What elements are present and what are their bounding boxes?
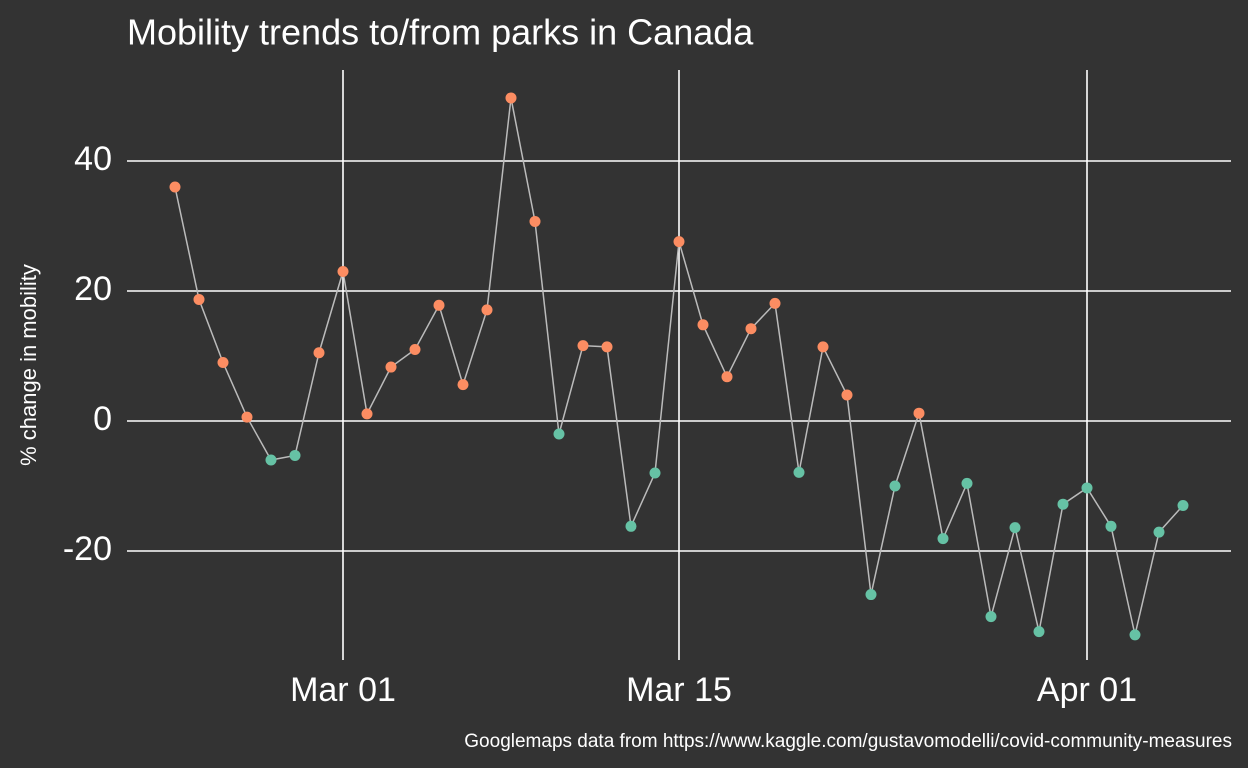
data-point [1177,500,1189,511]
data-point [817,341,829,353]
x-tick-label: Apr 01 [1037,671,1137,709]
y-axis-label: % change in mobility [16,264,41,466]
data-point [937,533,949,545]
data-point [649,467,661,479]
data-point [601,341,613,353]
data-point [313,347,325,359]
data-point [625,520,637,532]
data-point [721,371,733,383]
data-point [985,611,997,623]
data-point [1009,522,1021,534]
caption: Googlemaps data from https://www.kaggle.… [464,731,1232,752]
y-tick-label: 20 [74,270,112,308]
data-point [793,466,805,478]
data-point [385,361,397,373]
y-tick-label: -20 [63,530,112,568]
data-point [865,589,877,601]
data-point [361,408,373,420]
data-point [169,181,181,193]
data-point [769,297,781,309]
data-point [697,319,709,331]
data-point [217,357,229,368]
data-point [745,323,757,335]
data-point [505,92,517,104]
data-point [241,411,253,423]
data-point [577,340,589,352]
data-point [961,477,973,489]
data-point [337,266,349,277]
data-point [1105,520,1117,532]
x-tick-label: Mar 01 [290,671,396,709]
y-tick-label: 0 [93,400,112,438]
data-point [673,236,685,248]
data-point [1057,498,1069,510]
x-tick-label: Mar 15 [626,671,732,709]
data-point [193,293,205,305]
data-point [481,304,493,316]
data-point [1129,629,1141,641]
data-point [889,480,901,492]
data-point [1153,526,1165,538]
data-point [265,454,277,466]
data-point [433,299,445,311]
data-point [529,215,541,227]
y-tick-label: 40 [74,140,112,178]
data-point [457,379,469,391]
chart-title: Mobility trends to/from parks in Canada [127,12,754,53]
data-point [553,428,565,440]
data-point [409,344,421,355]
data-point [1033,626,1045,638]
data-point [913,407,925,419]
data-point [841,389,853,401]
data-point [1081,482,1093,494]
data-point [289,449,301,461]
